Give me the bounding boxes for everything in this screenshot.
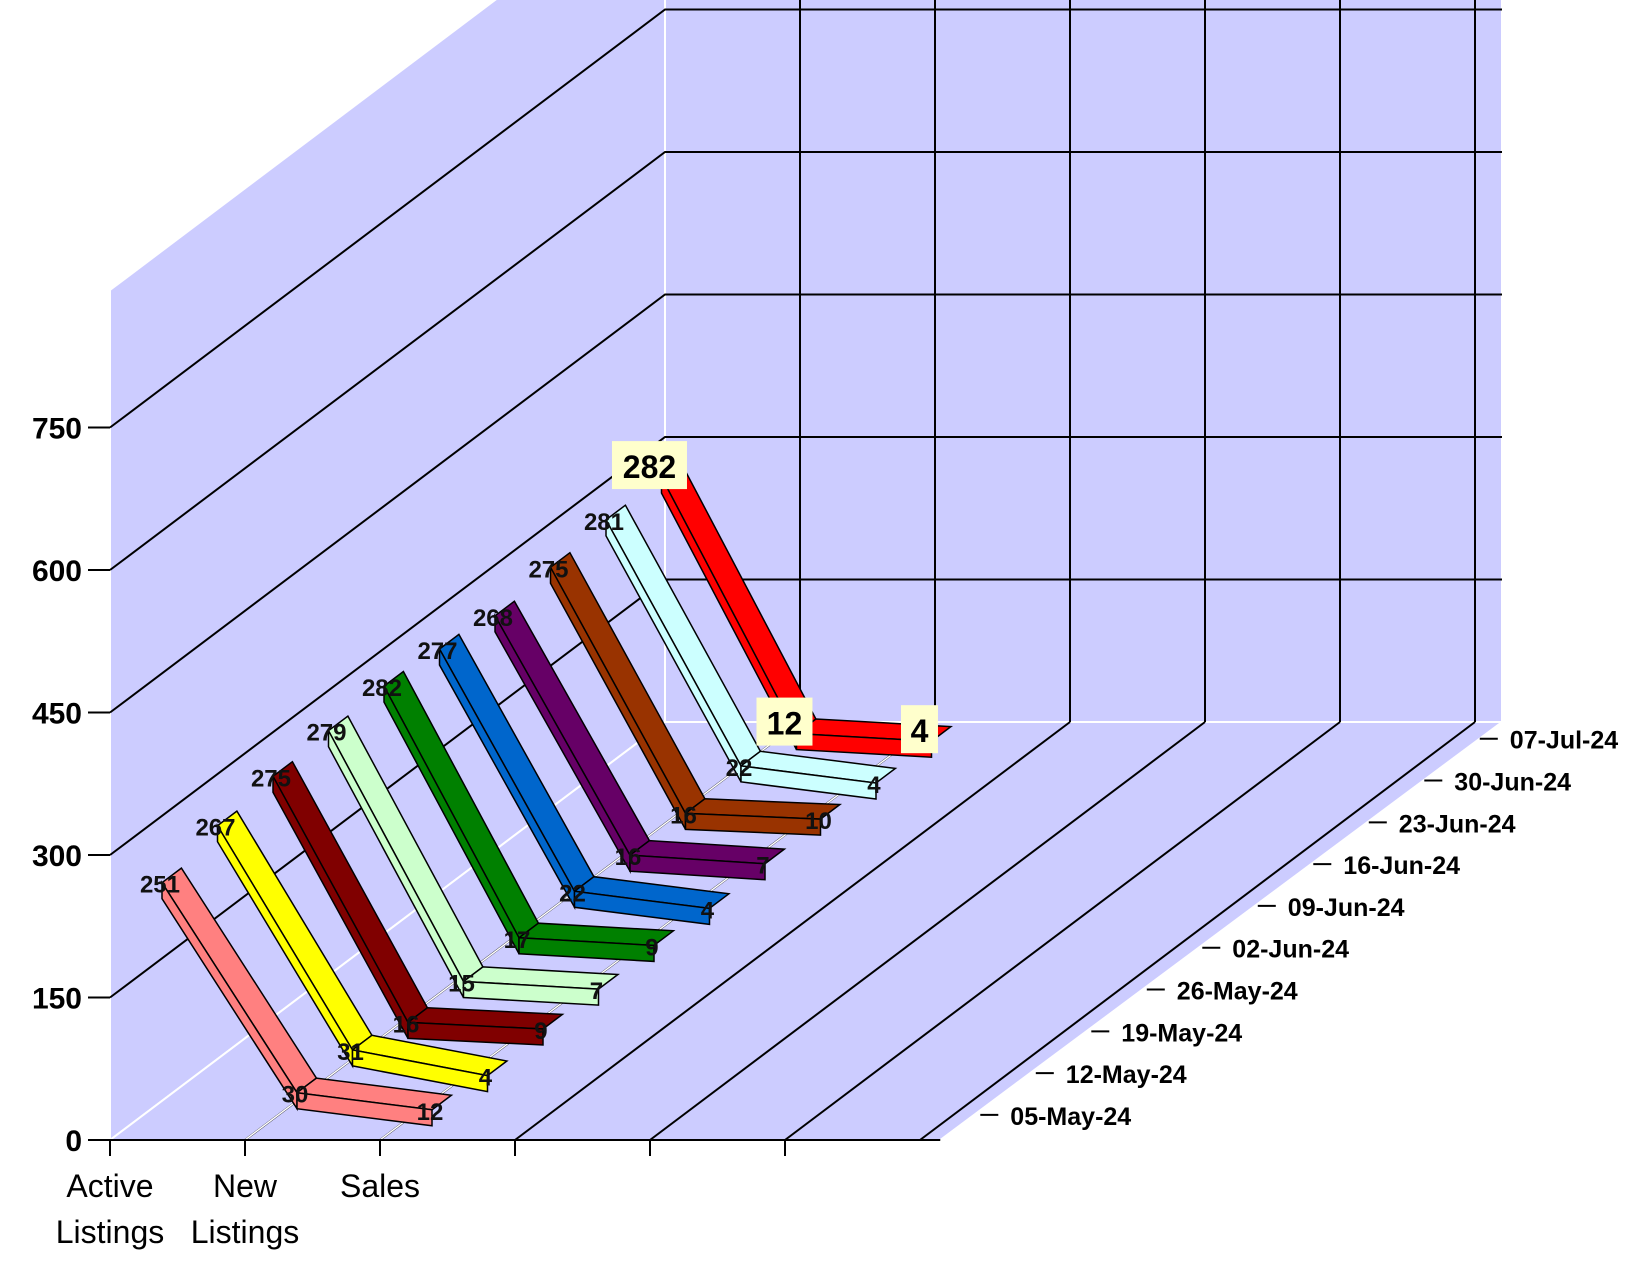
floor-line [919, 721, 1476, 1141]
chart-labels: 282 12 4 281 22 4 275 16 10 268 16 7 277 22 4 282 17 9 279… [140, 441, 938, 1126]
y-tick-label: 750 [32, 413, 82, 446]
value-label: 268 [473, 605, 513, 632]
series-ribbon-face [296, 1091, 433, 1127]
series-ribbon-face [573, 890, 711, 926]
floor-white-line [109, 721, 666, 1141]
value-label: 7 [756, 853, 769, 880]
value-label: 17 [504, 927, 531, 954]
value-label: 282 [623, 449, 676, 485]
series-date-label: 19-May-24 [1121, 1019, 1242, 1047]
value-label: 12 [767, 706, 803, 742]
value-label: 10 [805, 808, 832, 835]
series-02-Jun-24 [383, 670, 676, 963]
category-label: Sales [340, 1168, 420, 1204]
series-ribbon-face [351, 1048, 489, 1093]
series-ribbon-face [740, 765, 877, 800]
value-label: 281 [584, 509, 624, 536]
series-date-label: 12-May-24 [1066, 1061, 1187, 1089]
value-label: 275 [251, 765, 291, 792]
series-date-label: 09-Jun-24 [1288, 894, 1405, 922]
value-label: 279 [306, 720, 346, 747]
value-label: 4 [479, 1065, 493, 1092]
series-23-Jun-24 [549, 551, 843, 836]
value-label: 4 [867, 772, 881, 799]
value-label: 7 [590, 978, 603, 1005]
back-wall [664, 0, 1503, 723]
series-ribbon-face [407, 1021, 544, 1046]
series-date-label: 23-Jun-24 [1399, 810, 1516, 838]
series-date-label: 26-May-24 [1177, 978, 1298, 1006]
series-date-label: 30-Jun-24 [1454, 769, 1571, 797]
gridline-600 [109, 151, 1502, 571]
value-label: 31 [337, 1039, 364, 1066]
value-label: 267 [195, 815, 235, 842]
value-label: 9 [645, 934, 658, 961]
y-tick-label: 150 [32, 983, 82, 1016]
value-label: 16 [670, 802, 697, 829]
chart-series [160, 461, 953, 1127]
value-label: 22 [726, 755, 753, 782]
floor-line [784, 721, 1341, 1141]
category-label: New [213, 1168, 278, 1204]
series-05-May-24 [160, 867, 454, 1127]
value-label: 9 [534, 1018, 547, 1045]
value-label-bg [900, 705, 938, 754]
series-ribbon-face [629, 854, 766, 881]
series-ribbon-face [462, 980, 600, 1006]
value-label-bg [611, 441, 687, 490]
series-07-Jul-24 [660, 461, 953, 758]
gridline-750 [109, 8, 1502, 429]
value-label: 251 [140, 872, 180, 899]
floor-line [514, 721, 1071, 1141]
y-tick-label: 600 [32, 555, 82, 588]
series-ribbon-face [518, 937, 655, 963]
series-date-label: 05-May-24 [1010, 1103, 1131, 1131]
value-label: 30 [282, 1082, 309, 1109]
series-date-label: 07-Jul-24 [1510, 727, 1618, 755]
category-label: Active [66, 1168, 153, 1204]
value-label: 15 [448, 971, 475, 998]
value-label: 16 [393, 1011, 420, 1038]
value-label: 282 [362, 675, 402, 702]
chart-gridlines [109, 0, 1502, 1141]
gridline-450 [109, 293, 1502, 714]
category-label: Listings [191, 1214, 300, 1250]
y-tick-label: 0 [65, 1125, 82, 1158]
value-label: 4 [701, 897, 715, 924]
series-date-label: 02-Jun-24 [1232, 936, 1349, 964]
series-date-label: 16-Jun-24 [1343, 852, 1460, 880]
value-label: 16 [615, 844, 642, 871]
floor-line [649, 721, 1206, 1141]
value-label-bg [756, 697, 813, 746]
series-26-May-24 [327, 714, 620, 1006]
chart-axes: 0 150 300 450 600 750 Active Listings New Listing… [32, 413, 1618, 1251]
series-09-Jun-24 [438, 633, 731, 926]
value-label: 22 [559, 880, 586, 907]
gridline-300 [109, 436, 1502, 856]
series-30-Jun-24 [605, 504, 898, 800]
series-12-May-24 [216, 810, 509, 1093]
value-label: 277 [417, 638, 457, 665]
y-tick-label: 300 [32, 840, 82, 873]
series-16-Jun-24 [494, 600, 787, 881]
series-19-May-24 [272, 760, 565, 1046]
value-label: 275 [528, 556, 568, 583]
value-label: 4 [911, 713, 929, 749]
category-label: Listings [56, 1214, 165, 1250]
series-ribbon-face [684, 812, 822, 836]
value-label: 12 [417, 1099, 444, 1126]
y-tick-label: 450 [32, 698, 82, 731]
